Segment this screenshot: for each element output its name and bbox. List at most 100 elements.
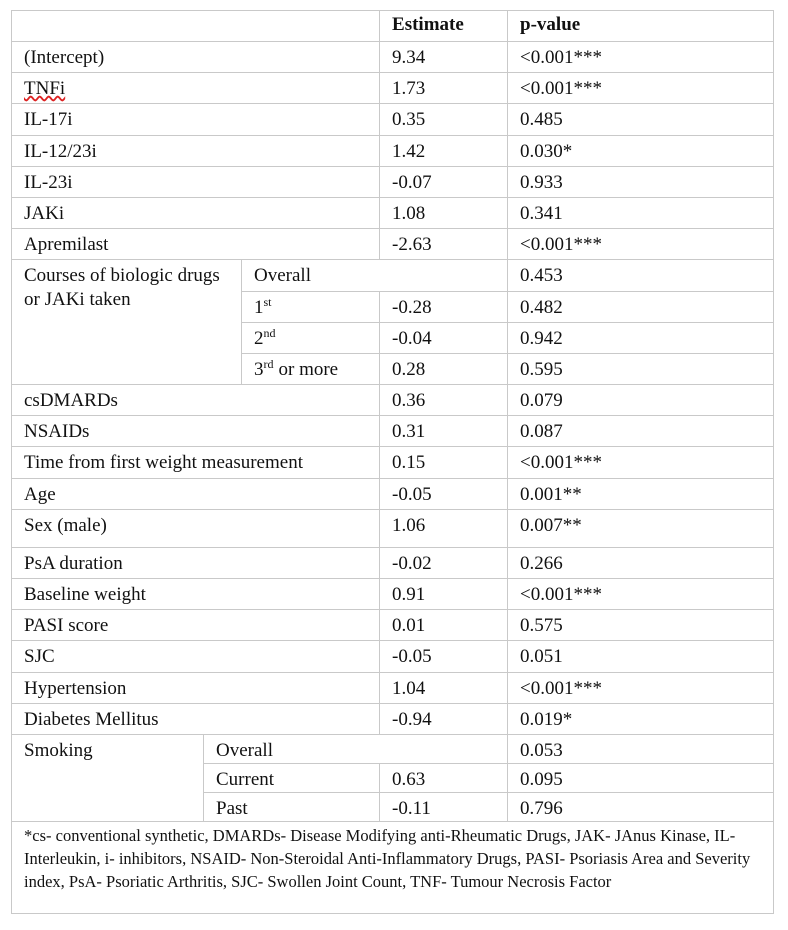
estimate: 0.35 [379,103,509,136]
table-row: IL-12/23i 1.42 0.030* [10,134,775,167]
estimate: 1.08 [379,196,509,230]
table-row: Courses of biologic drugs or JAKi taken O… [11,259,775,386]
p-value: 0.019* [507,702,775,735]
estimate: -0.04 [379,321,509,354]
p-value: 0.453 [507,259,775,292]
row-label: csDMARDs [10,384,381,417]
table-row: (Intercept) 9.34 <0.001*** [10,40,775,74]
estimate: 0.36 [379,384,509,417]
estimate: 1.04 [379,671,509,704]
row-label: (Intercept) [10,40,381,74]
footnote: *cs- conventional synthetic, DMARDs- Dis… [10,820,775,914]
estimate: 1.06 [379,508,509,548]
row-label: Hypertension [10,671,381,704]
estimate: 0.91 [379,577,509,611]
level-label: 2nd [240,321,381,354]
level-label: Past [202,791,381,822]
row-label: PsA duration [10,546,381,580]
row-label: Time from first weight measurement [10,446,381,479]
estimate: -0.07 [379,165,509,198]
p-value: 0.933 [507,165,775,198]
row-label: Sex (male) [10,508,381,548]
table-row: IL-23i -0.07 0.933 [10,165,775,198]
p-value: 0.001** [507,477,775,510]
table-row: *cs- conventional synthetic, DMARDs- Dis… [10,820,775,914]
table-row: Baseline weight 0.91 <0.001*** [10,577,775,611]
table-row: Estimate p-value [10,10,775,42]
p-value: 0.485 [507,103,775,136]
table-row: PsA duration -0.02 0.266 [10,546,775,580]
p-value: <0.001*** [507,40,775,74]
p-value: <0.001*** [507,577,775,611]
p-value: <0.001*** [507,228,775,261]
table-row: 1st -0.28 0.482 [12,290,775,323]
row-label: PASI score [10,609,381,642]
table-row: Age -0.05 0.001** [10,477,775,510]
estimate: -0.94 [379,702,509,735]
estimate: 0.28 [379,352,509,386]
p-value: <0.001*** [507,671,775,704]
p-value: <0.001*** [507,446,775,479]
p-value: 0.095 [507,762,775,793]
row-label: Apremilast [10,228,381,261]
estimate: 1.42 [379,134,509,167]
table-row: csDMARDs 0.36 0.079 [10,384,775,417]
p-value: 0.796 [507,791,775,822]
p-value: 0.030* [507,134,775,167]
estimate: 0.01 [379,609,509,642]
row-label: IL-12/23i [10,134,381,167]
level-label: Overall [240,259,509,292]
row-label: Diabetes Mellitus [10,702,381,735]
level-label: 1st [240,290,381,323]
estimate: -0.28 [379,290,509,323]
superscript: rd [263,356,274,371]
table-row: Hypertension 1.04 <0.001*** [10,671,775,704]
table-row: JAKi 1.08 0.341 [10,196,775,230]
table-row: Smoking Overall 0.053 [11,733,775,822]
p-value: 0.079 [507,384,775,417]
level-label: Current [202,762,381,793]
row-label: IL-23i [10,165,381,198]
level-suffix: or more [278,358,339,380]
group-label: Smoking [11,733,204,822]
p-value: 0.087 [507,415,775,448]
estimate: -0.05 [379,640,509,673]
column-header: p-value [507,10,775,42]
table-row: NSAIDs 0.31 0.087 [10,415,775,448]
row-label: JAKi [10,196,381,230]
estimate: 9.34 [379,40,509,74]
table-row: Current 0.63 0.095 [12,762,775,793]
p-value: 0.482 [507,290,775,323]
table-row: TNFi 1.73 <0.001*** [10,72,775,105]
estimate: -0.05 [379,477,509,510]
table-row: Sex (male) 1.06 0.007** [10,508,775,548]
table-row: Time from first weight measurement 0.15 <0… [10,446,775,479]
estimate: 1.73 [379,72,509,105]
row-label: IL-17i [10,103,381,136]
p-value: <0.001*** [507,72,775,105]
p-value: 0.595 [507,352,775,386]
estimate: 0.15 [379,446,509,479]
row-label: Age [10,477,381,510]
table-row: Apremilast -2.63 <0.001*** [10,228,775,261]
p-value: 0.575 [507,609,775,642]
p-value: 0.942 [507,321,775,354]
row-label: Baseline weight [10,577,381,611]
table-row: Diabetes Mellitus -0.94 0.019* [10,702,775,735]
estimate: 0.63 [379,762,509,793]
column-header: Estimate [379,10,509,42]
superscript: st [263,294,272,309]
row-label: NSAIDs [10,415,381,448]
row-label: TNFi [10,72,381,105]
p-value: 0.051 [507,640,775,673]
table-row: PASI score 0.01 0.575 [10,609,775,642]
p-value: 0.007** [507,508,775,548]
level-label: Overall [202,733,509,764]
results-table: Estimate p-value (Intercept) 9.34 <0.001*** T… [10,10,775,914]
row-label: SJC [10,640,381,673]
level-label: 3rd or more [240,352,381,386]
p-value: 0.053 [507,733,775,764]
p-value: 0.341 [507,196,775,230]
table-row: 3rd or more 0.28 0.595 [12,352,775,386]
superscript: nd [263,325,276,340]
